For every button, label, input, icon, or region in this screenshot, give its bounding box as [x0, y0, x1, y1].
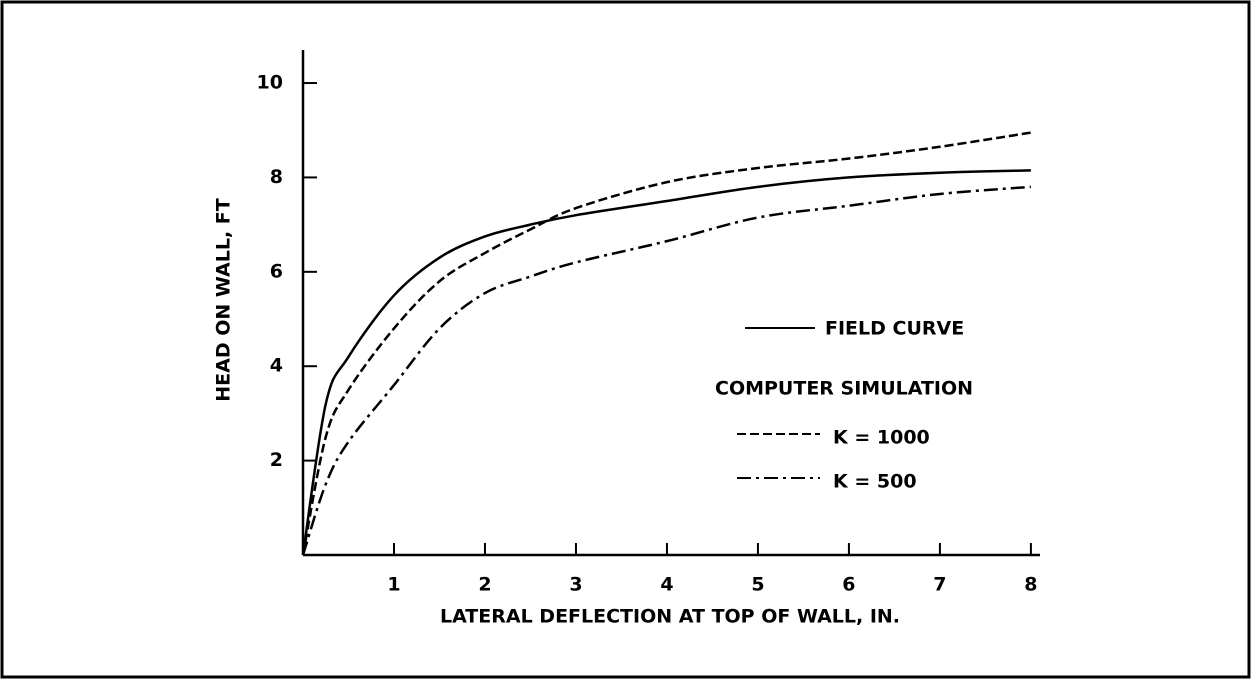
legend-label: K = 1000 [833, 427, 930, 449]
x-tick-label: 7 [933, 574, 946, 596]
y-tick-label: 6 [270, 260, 283, 282]
legend-label: FIELD CURVE [825, 318, 964, 340]
x-tick-label: 5 [751, 574, 764, 596]
x-tick-label: 6 [842, 574, 855, 596]
x-tick-label: 3 [569, 574, 582, 596]
y-axis-label: HEAD ON WALL, FT [213, 198, 235, 401]
y-tick-label: 2 [270, 449, 283, 471]
x-tick-label: 4 [660, 574, 673, 596]
x-tick-label: 2 [478, 574, 491, 596]
y-tick-label: 8 [270, 166, 283, 188]
y-tick-label: 10 [257, 72, 283, 94]
y-tick-label: 4 [270, 355, 283, 377]
line-series [301, 185, 1031, 556]
annotation: COMPUTER SIMULATION [715, 378, 973, 400]
x-axis-label: LATERAL DEFLECTION AT TOP OF WALL, IN. [440, 606, 900, 628]
x-tick-label: 8 [1024, 574, 1037, 596]
legend-label: K = 500 [833, 471, 917, 493]
line-series [301, 131, 1032, 556]
line-series [301, 169, 1031, 556]
x-tick-label: 1 [387, 574, 400, 596]
